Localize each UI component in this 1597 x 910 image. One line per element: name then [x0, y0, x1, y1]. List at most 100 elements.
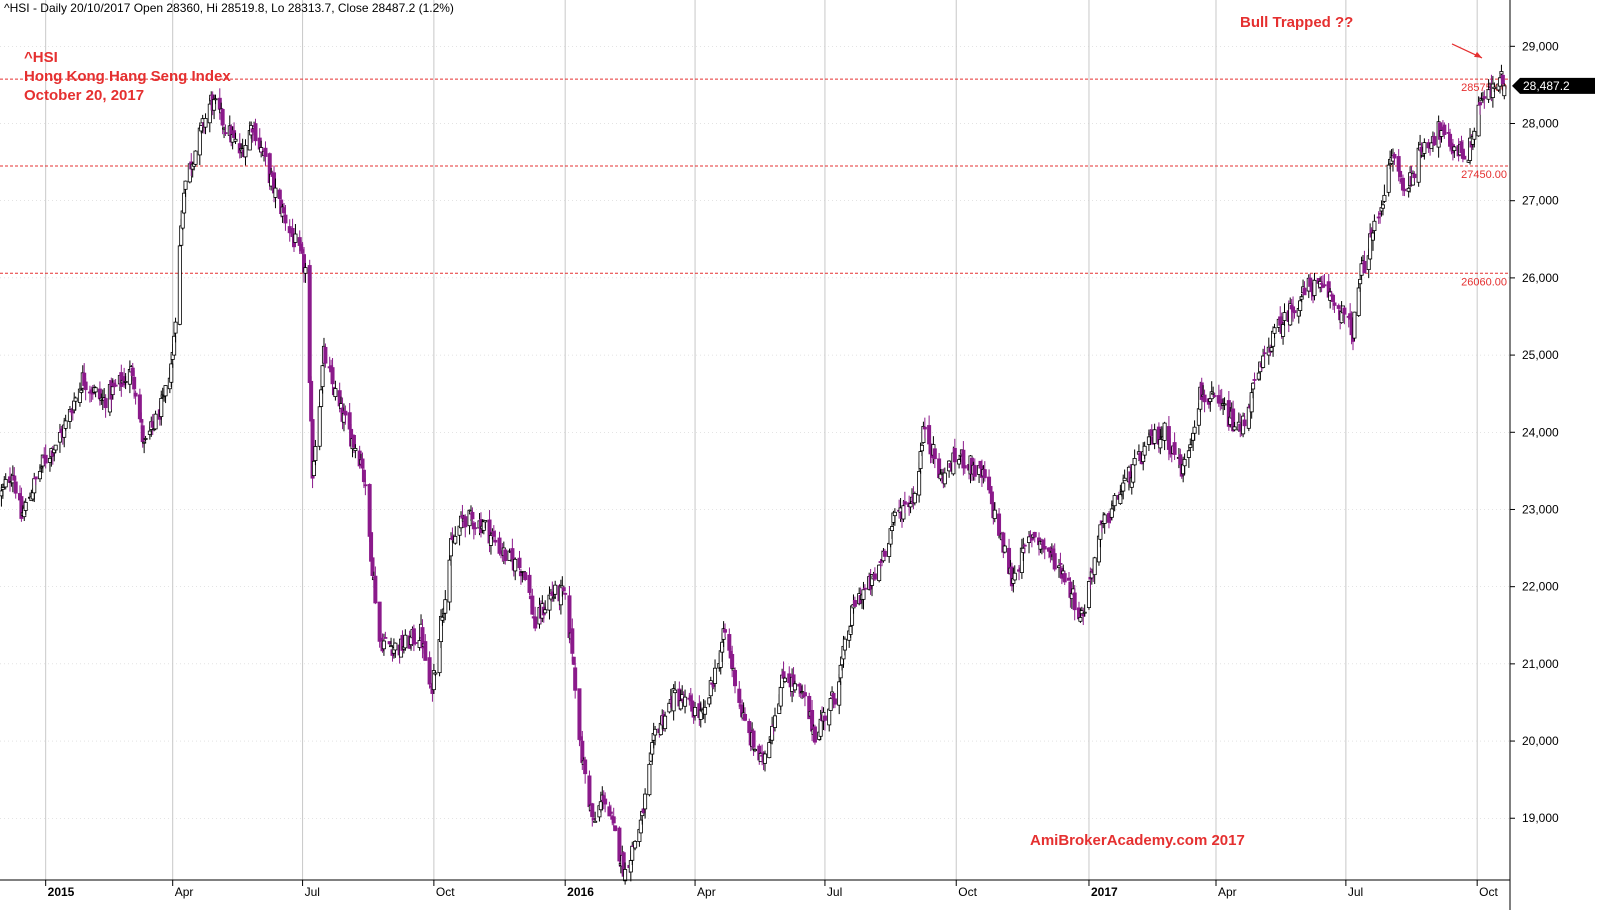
candle-body [713, 667, 718, 684]
candle-body [389, 645, 394, 648]
candle-body [1022, 544, 1027, 547]
candle-body [113, 384, 118, 387]
candle-body [862, 587, 867, 590]
candle-body [23, 501, 28, 511]
candle-body [1072, 592, 1077, 611]
candle-body [838, 664, 843, 679]
candle-body [369, 532, 374, 562]
candle-body [762, 753, 767, 764]
x-tick-label: Apr [1218, 885, 1237, 899]
candle-body [942, 472, 947, 485]
candle-body [363, 484, 368, 487]
candle-body [433, 672, 438, 675]
candle-body [317, 406, 322, 447]
candle-body [608, 811, 613, 814]
candle-body [1281, 324, 1286, 337]
candle-body [253, 123, 258, 142]
candle-body [1382, 194, 1387, 202]
candle-body [351, 434, 356, 448]
candle-body [1002, 545, 1007, 553]
candle-body [989, 491, 994, 505]
y-tick-label: 20,000 [1522, 734, 1559, 748]
candle-body [453, 535, 458, 544]
candle-body [123, 381, 128, 383]
candle-body [63, 420, 68, 429]
candle-body [1109, 508, 1114, 518]
candle-body [852, 600, 857, 607]
bull-trapped-annotation: Bull Trapped ?? [1240, 14, 1354, 31]
candle-body [1312, 279, 1317, 296]
candle-body [992, 509, 997, 520]
candle-body [493, 539, 498, 543]
date-label: October 20, 2017 [24, 87, 145, 104]
candle-body [593, 820, 598, 823]
candle-body [1252, 379, 1257, 381]
candle-body [782, 677, 787, 682]
candle-body [1462, 155, 1467, 160]
candle-body [169, 363, 174, 383]
candle-body [812, 726, 817, 743]
y-tick-label: 24,000 [1522, 425, 1559, 439]
candle-body [273, 187, 278, 198]
candle-body [1358, 278, 1363, 285]
candle-body [0, 487, 5, 490]
candle-body [1032, 531, 1037, 538]
candle-body [1058, 562, 1063, 565]
candle-body [1122, 477, 1127, 482]
candle-body [1186, 450, 1191, 458]
candle-body [1251, 382, 1256, 390]
candle-body [83, 381, 88, 391]
candle-body [952, 447, 957, 463]
x-tick-label: Oct [958, 885, 977, 899]
candle-body [1042, 546, 1047, 550]
candle-body [623, 869, 628, 882]
candle-body [1482, 96, 1487, 99]
candle-body [343, 410, 348, 416]
x-tick-label: Jul [827, 885, 842, 899]
chart-title-block: ^HSI Hong Kong Hang Seng Index October 2… [24, 48, 231, 105]
candle-body [203, 118, 208, 128]
candle-body [523, 572, 528, 580]
candle-body [1292, 310, 1297, 314]
x-tick-label: Oct [436, 885, 455, 899]
candle-body [663, 715, 668, 730]
candle-body [751, 730, 756, 748]
candle-body [870, 574, 875, 586]
candle-body [353, 448, 358, 451]
candle-body [1222, 403, 1227, 406]
candle-body [483, 520, 488, 523]
candle-body [1242, 419, 1247, 427]
candle-body [767, 742, 772, 759]
candle-body [182, 192, 187, 214]
candle-body [420, 627, 425, 649]
candle-body [807, 695, 812, 720]
candle-body [143, 438, 148, 440]
candle-body [837, 681, 842, 706]
candle-body [1478, 102, 1483, 106]
candle-body [1118, 494, 1123, 504]
candle-body [882, 550, 887, 557]
candle-body [908, 503, 913, 508]
candle-body [73, 397, 78, 402]
candle-body [3, 479, 8, 488]
candle-body [919, 444, 924, 452]
chart-header: ^HSI - Daily 20/10/2017 Open 28360, Hi 2… [4, 1, 454, 15]
candle-body [723, 629, 728, 633]
candle-body [571, 656, 576, 665]
candle-body [1132, 458, 1137, 466]
candle-body [861, 589, 866, 600]
candle-body [792, 683, 797, 691]
candle-body [1202, 394, 1207, 403]
candle-body [1502, 85, 1507, 97]
candle-body [207, 103, 212, 124]
level-label: 26060.00 [1461, 276, 1507, 288]
candle-body [892, 511, 897, 517]
candle-body [733, 670, 738, 687]
candle-body [603, 798, 608, 805]
candle-body [1231, 408, 1236, 432]
candle-body [527, 574, 532, 593]
candle-body [233, 138, 238, 142]
candle-body [778, 686, 783, 707]
candle-body [403, 634, 408, 649]
